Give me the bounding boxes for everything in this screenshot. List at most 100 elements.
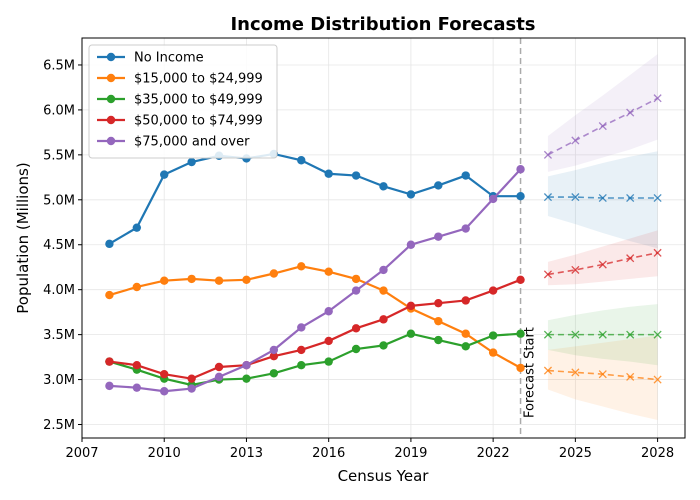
data-point — [516, 165, 525, 174]
y-tick-label: 6.0M — [43, 103, 75, 118]
legend-label: $50,000 to $74,999 — [134, 114, 263, 129]
forecast-point — [543, 366, 553, 375]
forecast-point — [626, 372, 635, 381]
legend-box — [88, 44, 278, 159]
data-point — [297, 262, 306, 271]
data-point — [324, 169, 333, 178]
forecast-point — [571, 265, 580, 274]
data-point — [351, 274, 361, 284]
data-point — [351, 286, 361, 295]
series-line — [109, 265, 522, 369]
data-point — [269, 369, 279, 378]
data-point — [461, 342, 470, 351]
forecast-point — [653, 375, 662, 384]
data-point — [187, 274, 196, 284]
legend-entry: $35,000 to $49,999 — [97, 93, 263, 108]
data-point — [214, 276, 224, 285]
forecast-start-label: Forecast Start — [523, 327, 538, 418]
data-point — [434, 232, 443, 241]
legend-entry: $15,000 to $24,999 — [97, 72, 263, 87]
forecast-point — [571, 136, 580, 145]
data-point — [434, 181, 443, 190]
series-line — [108, 152, 521, 245]
data-point — [269, 345, 279, 355]
x-axis-title: Census Year — [338, 467, 430, 485]
data-point — [242, 275, 251, 284]
data-point — [269, 269, 279, 278]
data-point — [516, 275, 525, 284]
data-point — [379, 286, 388, 295]
forecast-point — [653, 193, 662, 203]
series--15-000-to-24-999 — [105, 262, 662, 384]
data-point — [379, 182, 388, 191]
forecast-point — [626, 193, 635, 203]
data-point — [351, 171, 361, 180]
legend-entry: No Income — [97, 51, 204, 66]
data-point — [516, 192, 525, 201]
forecast-point — [571, 330, 580, 339]
data-point — [461, 329, 470, 338]
data-point — [242, 360, 251, 370]
forecast-point — [543, 330, 553, 339]
data-point — [105, 239, 114, 249]
data-point — [488, 331, 498, 340]
data-point — [516, 363, 525, 373]
data-point — [488, 194, 498, 204]
forecast-point — [598, 330, 607, 339]
data-point — [351, 344, 361, 354]
y-axis-title: Population (Millions) — [14, 162, 32, 313]
legend-label: $75,000 and over — [134, 135, 250, 150]
data-point — [160, 170, 169, 179]
data-point — [351, 324, 361, 333]
data-point — [379, 315, 388, 324]
data-point — [214, 362, 224, 372]
x-tick-label: 2010 — [148, 446, 181, 461]
data-point — [461, 224, 470, 233]
data-point — [461, 171, 470, 180]
series--75-000-and-over — [105, 94, 662, 396]
forecast-point — [653, 94, 662, 103]
legend: No Income $15,000 to $24,999 $35,000 to $4… — [88, 44, 278, 159]
legend-entry: $50,000 to $74,999 — [97, 114, 263, 129]
forecast-point — [626, 108, 635, 117]
forecast-point — [598, 370, 607, 379]
data-point — [406, 301, 416, 311]
data-point — [132, 223, 142, 232]
y-tick-label: 4.5M — [43, 238, 75, 253]
data-point — [406, 329, 416, 338]
data-point — [132, 383, 142, 392]
data-point — [379, 265, 388, 275]
data-point — [324, 267, 333, 276]
data-point — [461, 296, 470, 305]
data-point — [132, 360, 142, 370]
x-tick-label: 2013 — [230, 446, 263, 461]
forecast-point — [571, 368, 580, 377]
legend-entry: $75,000 and over — [97, 135, 250, 150]
y-tick-label: 5.0M — [43, 193, 75, 208]
series-line — [109, 332, 521, 387]
series-lines — [105, 94, 662, 396]
data-point — [214, 372, 224, 382]
data-point — [160, 276, 169, 285]
forecast-point — [626, 254, 635, 263]
data-point — [434, 335, 443, 345]
forecast-point — [598, 122, 607, 131]
forecast-point — [653, 330, 662, 339]
data-point — [297, 345, 306, 355]
x-tick-label: 2028 — [641, 446, 674, 461]
data-point — [434, 298, 443, 308]
forecast-marker: Forecast Start — [519, 38, 538, 438]
data-point — [187, 374, 196, 383]
y-tick-label: 3.0M — [43, 373, 75, 388]
forecast-point — [598, 193, 607, 203]
series-no-income — [105, 149, 662, 249]
x-tick-label: 2007 — [65, 446, 98, 461]
series-line — [109, 278, 521, 380]
y-axis-ticks: 2.5M 3.0M 3.5M 4.0M 4.5M 5.0M 5.5M 6.0M 6.5M — [43, 58, 82, 433]
series--35-000-to-49-999 — [105, 329, 662, 390]
grid — [81, 38, 685, 438]
data-point — [160, 369, 169, 379]
series-line — [109, 168, 522, 393]
legend-label: No Income — [134, 51, 204, 66]
